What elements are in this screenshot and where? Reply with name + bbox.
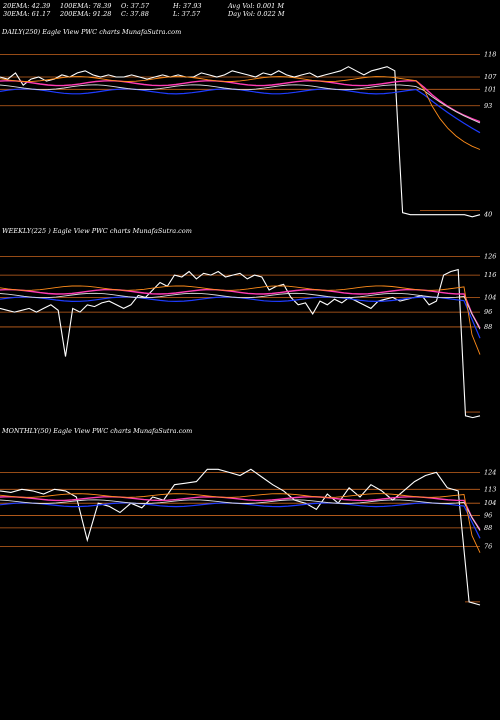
monthly-panel-title: MONTHLY(50) Eagle View PWC charts Munafa… bbox=[2, 427, 193, 435]
tick-label-2-4: 88 bbox=[484, 524, 492, 532]
tick-label-2-2: 104 bbox=[484, 499, 496, 507]
header-stat-row2-0: 30EMA: 61.17 bbox=[3, 10, 51, 18]
tick-label-1-3: 96 bbox=[484, 308, 492, 316]
tick-label-1-4: 88 bbox=[484, 323, 492, 331]
ema-line-0-2 bbox=[0, 84, 481, 124]
header-stat-row1-4: Avg Vol: 0.001 M bbox=[228, 2, 285, 10]
ema-line-2-1 bbox=[0, 495, 481, 531]
header-stat-row2-2: C: 37.88 bbox=[121, 10, 149, 18]
tick-label-0-1: 107 bbox=[484, 73, 497, 81]
daily-panel-title: DAILY(250) Eagle View PWC charts MunafaS… bbox=[2, 28, 182, 36]
price-series-2 bbox=[0, 468, 481, 606]
tick-label-2-5: 76 bbox=[484, 542, 492, 550]
tick-label-2-3: 96 bbox=[484, 512, 492, 520]
ema-line-1-3 bbox=[0, 285, 481, 355]
ema-line-2-0 bbox=[0, 502, 481, 539]
price-series-0 bbox=[0, 66, 481, 218]
header-stat-row1-0: 20EMA: 42.39 bbox=[3, 2, 51, 10]
tick-label-2-0: 124 bbox=[484, 468, 496, 476]
ema-line-2-2 bbox=[0, 499, 481, 531]
ema-line-2-3 bbox=[0, 493, 481, 553]
header-stat-row1-1: 100EMA: 78.39 bbox=[60, 2, 112, 10]
price-series-1 bbox=[0, 268, 481, 419]
ema-line-0-0 bbox=[0, 88, 481, 134]
header-stat-row1-3: H: 37.93 bbox=[173, 2, 202, 10]
ema-line-0-3 bbox=[0, 76, 481, 150]
tick-label-1-1: 116 bbox=[484, 271, 496, 279]
weekly-panel-title: WEEKLY(225 ) Eagle View PWC charts Munaf… bbox=[2, 227, 192, 235]
tick-label-1-2: 104 bbox=[484, 293, 496, 301]
ema-line-0-1 bbox=[0, 79, 481, 123]
tick-label-0-0: 118 bbox=[484, 50, 496, 58]
tick-label-2-1: 113 bbox=[484, 485, 496, 493]
tick-label-0-4: 40 bbox=[483, 211, 492, 219]
header-stat-row2-1: 200EMA: 91.28 bbox=[60, 10, 112, 18]
header-stat-row2-3: L: 37.57 bbox=[173, 10, 201, 18]
tick-label-0-2: 101 bbox=[484, 85, 496, 93]
tick-label-1-0: 126 bbox=[484, 253, 496, 261]
ema-line-1-1 bbox=[0, 288, 481, 329]
ema-line-1-0 bbox=[0, 296, 481, 339]
tick-label-0-3: 93 bbox=[484, 102, 492, 110]
header-stat-row2-4: Day Vol: 0.022 M bbox=[228, 10, 285, 18]
ema-line-1-2 bbox=[0, 292, 481, 330]
header-stat-row1-2: O: 37.57 bbox=[121, 2, 150, 10]
